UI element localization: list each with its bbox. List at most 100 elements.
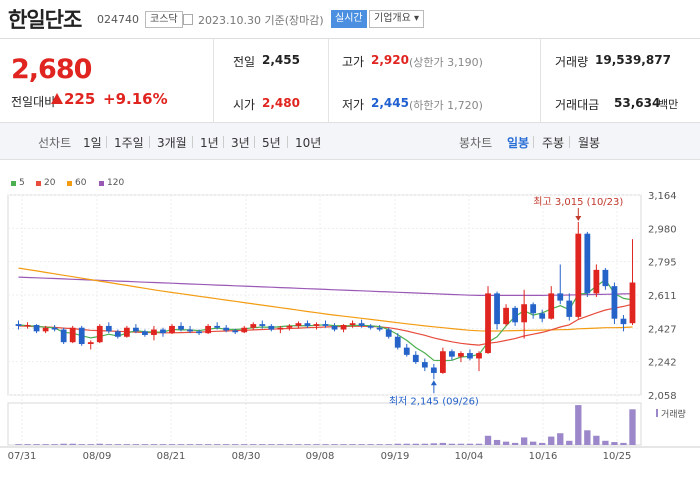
candle-body (214, 325, 221, 328)
realtime-button[interactable]: 실시간 (331, 10, 367, 28)
candle-body (503, 307, 509, 325)
x-tick-label: 08/30 (232, 451, 261, 462)
candle-body (24, 325, 31, 327)
stock-code: 024740 (97, 13, 139, 26)
volume-bar (611, 442, 618, 445)
volume-bar (168, 444, 176, 445)
volume-bar (457, 443, 465, 445)
volume-bar (575, 405, 582, 445)
volume-bar (322, 444, 329, 445)
period-3y[interactable]: 3년 (231, 136, 250, 150)
high-marker-arrow (575, 215, 582, 221)
upper-limit: (상한가 3,190) (409, 56, 483, 69)
candle-body (593, 269, 600, 294)
period-10y[interactable]: 10년 (295, 136, 322, 150)
volume-bar (232, 444, 239, 445)
period-1d[interactable]: 1일 (83, 136, 102, 150)
candle-body (250, 324, 257, 328)
volume-bar (105, 444, 112, 445)
period-3m[interactable]: 3개월 (157, 136, 187, 150)
candle-body (105, 325, 112, 332)
candle-daily[interactable]: 일봉 (507, 136, 530, 150)
candle-body (394, 336, 401, 348)
candle-body (142, 331, 148, 335)
candle-body (349, 323, 356, 326)
candle-body (33, 325, 40, 332)
volume-bar (412, 443, 419, 445)
volume-bar (241, 444, 248, 445)
volume-bar (584, 430, 591, 445)
volume-bar (340, 444, 347, 445)
volume-value: 19,539,877 (595, 53, 671, 67)
candle-body (87, 342, 94, 345)
x-tick-label: 10/16 (529, 451, 558, 462)
candle-body (494, 293, 500, 325)
candle-body (187, 329, 193, 332)
up-arrow-icon (51, 93, 63, 104)
period-1y[interactable]: 1년 (200, 136, 219, 150)
volume-bar (69, 443, 76, 445)
period-5y[interactable]: 5년 (262, 136, 281, 150)
volume-bar (123, 444, 131, 445)
candle-body (620, 318, 627, 325)
volume-bar (593, 435, 600, 445)
volume-bar (268, 444, 275, 445)
volume-bar (620, 442, 627, 445)
volume-legend-swatch (656, 409, 658, 417)
trade-amount-value: 53,634 (614, 96, 661, 110)
x-tick-label: 09/19 (381, 451, 410, 462)
ma60-label: 60 (75, 178, 87, 188)
volume-bar (60, 443, 67, 445)
stock-chart[interactable]: 3,164 2,980 2,795 2,611 2,427 2,242 2,058 07/31… (0, 185, 700, 481)
volume-bar (566, 440, 573, 445)
company-info-dropdown[interactable]: 기업개요 ▾ (369, 10, 424, 28)
candle-body (367, 325, 374, 328)
x-tick-label: 10/04 (455, 451, 484, 462)
candle-body (512, 307, 518, 323)
period-toolbar: 선차트 1일 1주일 3개월 1년 3년 5년 10년 봉차트 일봉 주봉 월봉 (0, 122, 700, 160)
candle-body (42, 327, 49, 332)
volume-bar (629, 409, 636, 445)
candle-monthly[interactable]: 월봉 (578, 136, 601, 150)
x-tick-label: 07/31 (8, 451, 37, 462)
candle-body (133, 327, 139, 332)
volume-bar (430, 443, 438, 445)
prev-close-value: 2,455 (262, 53, 300, 67)
ma120-label: 120 (107, 178, 125, 188)
ma5-swatch (11, 181, 16, 186)
candle-body (412, 354, 419, 363)
volume-bar (295, 444, 302, 445)
candle-body (530, 304, 537, 314)
ma20-swatch (36, 181, 41, 186)
volume-bar (548, 436, 555, 445)
candle-body (268, 325, 275, 330)
stock-header: 한일단조 024740 코스닥 2023.10.30 기준(장마감) 실시간 기… (0, 0, 700, 38)
trade-amount-label: 거래대금 (555, 98, 600, 112)
candle-body (629, 282, 636, 324)
volume-bar (114, 444, 121, 445)
period-1w[interactable]: 1주일 (114, 136, 144, 150)
x-tick-label: 09/08 (306, 451, 335, 462)
candle-body (78, 327, 85, 345)
candle-body (313, 324, 320, 326)
y-tick-label: 2,795 (648, 258, 677, 269)
header-divider (0, 38, 700, 39)
ma120-swatch (99, 181, 104, 186)
open-value: 2,480 (262, 96, 300, 110)
y-tick-label: 2,611 (648, 291, 677, 302)
ma5-label: 5 (19, 178, 25, 188)
y-tick-label: 2,058 (648, 391, 677, 402)
low-annotation: 최저 2,145 (09/26) (389, 395, 479, 407)
volume-bar (358, 444, 365, 445)
low-marker-arrow (430, 380, 437, 386)
candle-body (376, 327, 383, 330)
candle-body (286, 325, 293, 328)
prev-close-label: 전일 (233, 55, 256, 69)
volume-bar (223, 444, 230, 445)
volume-bar (502, 441, 510, 445)
candle-weekly[interactable]: 주봉 (542, 136, 565, 150)
candle-body (304, 323, 311, 326)
lower-limit: (하한가 1,720) (409, 99, 483, 112)
volume-bar (96, 443, 103, 445)
candle-body (421, 362, 428, 368)
